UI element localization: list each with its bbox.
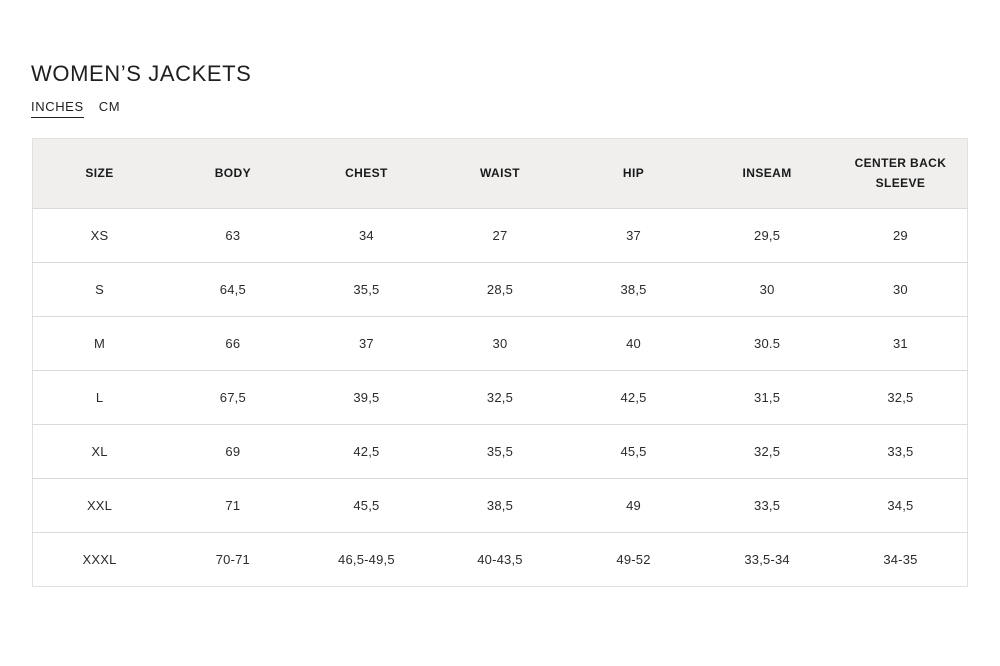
- measurement-value: 63: [225, 228, 241, 243]
- column-header-center-back-sleeve: CENTER BACK SLEEVE: [833, 138, 968, 209]
- measurement-value: 29,5: [754, 228, 781, 243]
- measurement-value: 42,5: [566, 370, 701, 425]
- table-row-xxxl: XXXL 70-71 46,5-49,5 40-43,5 49-52 33,5-…: [32, 532, 968, 587]
- measurement-value: 37: [299, 316, 434, 371]
- measurement-value: 40-43,5: [433, 532, 567, 587]
- measurement-value: 39,5: [299, 370, 434, 425]
- size-label: S: [32, 262, 167, 317]
- measurement-value: 33,5: [700, 478, 834, 533]
- units-tab-cm[interactable]: CM: [98, 99, 121, 114]
- size-chart-header: SIZE BODY CHEST WAIST HIP INSEAM CENTER …: [32, 138, 968, 209]
- measurement-value: 49: [566, 478, 701, 533]
- measurement-value: 30: [833, 262, 968, 317]
- measurement-value: 34: [358, 228, 374, 243]
- measurement-value: 38,5: [566, 262, 701, 317]
- measurement-value: 46,5-49,5: [299, 532, 434, 587]
- measurement-value: 30.5: [700, 316, 834, 371]
- size-chart-table: SIZE BODY CHEST WAIST HIP INSEAM CENTER …: [32, 138, 968, 587]
- table-row-xs: XS 63 34 27 37 29,5 29: [33, 209, 968, 263]
- measurement-value: 34-35: [833, 532, 968, 587]
- measurement-value: 28,5: [433, 262, 567, 317]
- column-header-hip: HIP: [566, 138, 701, 209]
- size-label: M: [32, 316, 167, 371]
- size-label: XXXL: [32, 532, 167, 587]
- measurement-value: 70-71: [166, 532, 300, 587]
- measurement-value: 35,5: [299, 262, 434, 317]
- measurement-value: 27: [492, 228, 508, 243]
- column-header-inseam: INSEAM: [700, 138, 834, 209]
- measurement-value: 35,5: [433, 424, 567, 479]
- size-label: XL: [32, 424, 167, 479]
- header-row: SIZE BODY CHEST WAIST HIP INSEAM CENTER …: [32, 138, 968, 209]
- size-chart: SIZE BODY CHEST WAIST HIP INSEAM CENTER …: [32, 138, 968, 587]
- measurement-value: 71: [166, 478, 300, 533]
- column-header-size: SIZE: [32, 138, 167, 209]
- table-row-xxl: XXL 71 45,5 38,5 49 33,5 34,5: [32, 478, 968, 533]
- size-chart-body: XS 63 34 27 37 29,5 29 S 64,5 35,5 28,5 …: [32, 209, 968, 587]
- measurement-value: 31: [833, 316, 968, 371]
- measurement-value: 32,5: [700, 424, 834, 479]
- table-row-s: S 64,5 35,5 28,5 38,5 30 30: [32, 262, 968, 317]
- measurement-value: 66: [166, 316, 300, 371]
- size-label: L: [32, 370, 167, 425]
- measurement-value: 32,5: [433, 370, 567, 425]
- measurement-value: 42,5: [299, 424, 434, 479]
- table-row-xl: XL 69 42,5 35,5 45,5 32,5 33,5: [32, 424, 968, 479]
- size-label: XS: [90, 228, 109, 243]
- measurement-value: 37: [626, 228, 641, 243]
- measurement-value: 34,5: [833, 478, 968, 533]
- column-header-chest: CHEST: [299, 138, 434, 209]
- measurement-value: 31,5: [700, 370, 834, 425]
- measurement-value: 45,5: [299, 478, 434, 533]
- measurement-value: 64,5: [166, 262, 300, 317]
- measurement-value: 33,5: [833, 424, 968, 479]
- units-toggle: INCHES CM: [31, 99, 120, 118]
- page-title: WOMEN’S JACKETS: [31, 61, 252, 86]
- size-label: XXL: [32, 478, 167, 533]
- measurement-value: 67,5: [166, 370, 300, 425]
- measurement-value: 32,5: [833, 370, 968, 425]
- column-header-body: BODY: [166, 138, 300, 209]
- column-header-waist: WAIST: [433, 138, 567, 209]
- measurement-value: 69: [166, 424, 300, 479]
- measurement-value: 29: [893, 228, 908, 243]
- measurement-value: 40: [566, 316, 701, 371]
- measurement-value: 45,5: [566, 424, 701, 479]
- table-row-m: M 66 37 30 40 30.5 31: [32, 316, 968, 371]
- measurement-value: 33,5-34: [700, 532, 834, 587]
- measurement-value: 38,5: [433, 478, 567, 533]
- table-row-l: L 67,5 39,5 32,5 42,5 31,5 32,5: [32, 370, 968, 425]
- measurement-value: 49-52: [566, 532, 701, 587]
- units-tab-inches[interactable]: INCHES: [31, 99, 84, 118]
- measurement-value: 30: [433, 316, 567, 371]
- measurement-value: 30: [700, 262, 834, 317]
